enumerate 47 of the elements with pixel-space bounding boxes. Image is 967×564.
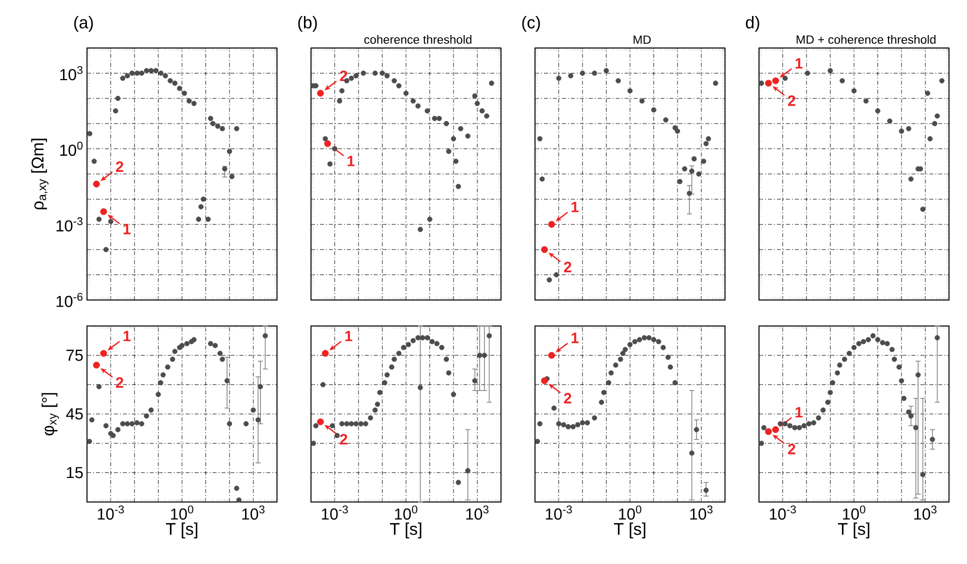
chart-title: (a) <box>74 16 93 32</box>
annotation: 1 <box>796 58 803 69</box>
annotation: 1 <box>572 332 579 344</box>
annotation: 1 <box>796 407 803 418</box>
y-tick-label: 75 <box>66 350 83 361</box>
x-tick-label: 10$^{-3}$ <box>770 506 796 520</box>
annotation: 2 <box>564 392 572 404</box>
y-tick-label: 10$^{-3}$ <box>56 217 83 232</box>
y-tick-label: 10$^{0}$ <box>60 142 83 156</box>
annotation: 2 <box>788 95 796 106</box>
y-tick-label: 45 <box>66 408 83 420</box>
x-tick-label: 10$^{3}$ <box>242 506 264 520</box>
x-tick-label: 10$^{3}$ <box>914 506 936 520</box>
annotation: 1 <box>124 224 131 234</box>
x-tick-label: 10$^{3}$ <box>690 506 712 520</box>
x-tick-label: 10$^{-3}$ <box>546 506 572 520</box>
x-tick-label: 10$^{0}$ <box>171 506 194 520</box>
x-tick-label: 10$^{-3}$ <box>322 506 348 520</box>
x-tick-label: 10$^{0}$ <box>843 506 866 520</box>
x-axis-title: T [s] <box>838 522 870 538</box>
x-tick-label: 10$^{-3}$ <box>98 506 124 520</box>
annotation: 1 <box>124 330 131 342</box>
annotation: 2 <box>340 434 348 444</box>
x-tick-label: 10$^{0}$ <box>395 506 418 520</box>
chart-title: d) <box>746 16 760 32</box>
y-tick-label: 10$^{-6}$ <box>56 292 83 308</box>
annotation: 1 <box>345 330 352 342</box>
chart-subtitle: MD + coherence threshold <box>796 35 936 44</box>
chart-subtitle: MD <box>634 36 651 44</box>
annotation: 2 <box>116 377 124 388</box>
annotation: 2 <box>564 262 572 272</box>
y-axis-title: ρ$_{a,xy}$ [Ωm] <box>31 138 49 210</box>
chart-title: (b) <box>298 16 317 32</box>
x-axis-title: T [s] <box>166 522 198 538</box>
y-tick-label: 10$^{3}$ <box>60 66 83 80</box>
x-tick-label: 10$^{3}$ <box>466 506 488 520</box>
annotation: 1 <box>572 202 579 212</box>
annotation: 2 <box>116 161 124 172</box>
x-axis-title: T [s] <box>390 522 422 538</box>
chart-title: (c) <box>522 16 540 32</box>
y-axis-title: φ$_{xy}$ [°] <box>42 393 59 436</box>
chart-subtitle: coherence threshold <box>364 35 472 44</box>
x-axis-title: T [s] <box>614 522 646 538</box>
x-tick-label: 10$^{0}$ <box>619 506 642 520</box>
annotation: 2 <box>788 444 796 454</box>
annotation: 1 <box>348 156 355 166</box>
y-tick-label: 15 <box>66 467 83 478</box>
